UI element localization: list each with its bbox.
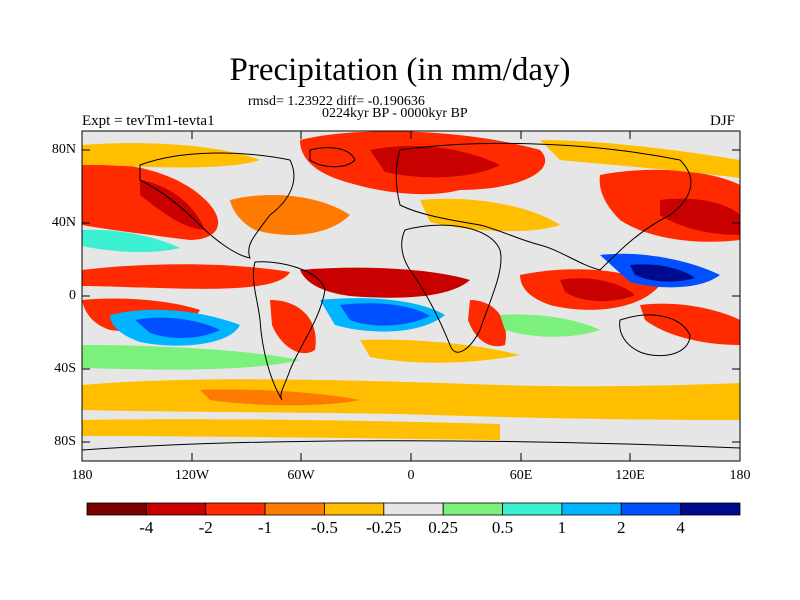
lat-label-40s: 40S [54, 361, 76, 376]
lon-label-120w: 120W [174, 468, 210, 483]
season-label: DJF [710, 113, 736, 129]
colorbar [86, 502, 741, 516]
colorbar-swatch [205, 502, 266, 516]
lat-label-80s: 80S [54, 434, 76, 449]
colorbar-swatch [86, 502, 147, 516]
lon-label-60e: 60E [509, 468, 533, 483]
lon-label-120e: 120E [615, 468, 645, 483]
lon-label-180w: 180 [71, 468, 93, 483]
plot-title: Precipitation (in mm/day) [229, 52, 571, 88]
colorbar-swatch [680, 502, 741, 516]
colorbar-label: -4 [139, 518, 154, 537]
stats-subtitle: rmsd= 1.23922 diff= -0.190636 [248, 94, 425, 109]
colorbar-swatch [264, 502, 325, 516]
lat-label-80n: 80N [51, 142, 76, 157]
lat-label-40n: 40N [51, 215, 76, 230]
colorbar-swatch [324, 502, 385, 516]
colorbar-swatch [145, 502, 207, 516]
colorbar-swatch [620, 502, 682, 516]
colorbar-label: 4 [676, 518, 685, 537]
lon-label-60w: 60W [287, 468, 315, 483]
coastlines [82, 142, 740, 451]
experiment-label: Expt = tevTm1-tevta1 [82, 113, 215, 129]
colorbar-swatch [383, 502, 444, 516]
colorbar-swatch [442, 502, 503, 516]
colorbar-label: -0.5 [310, 518, 338, 537]
colorbar-label: -0.25 [366, 518, 402, 537]
lon-label-0: 0 [407, 468, 415, 483]
colorbar-swatch [561, 502, 622, 516]
colorbar-label: -2 [198, 518, 213, 537]
colorbar-label: 2 [617, 518, 626, 537]
colorbar-label: 0.5 [491, 518, 514, 537]
lat-label-0: 0 [69, 288, 76, 303]
precipitation-field [82, 131, 740, 440]
lon-label-180e: 180 [729, 468, 751, 483]
axis-ticks [81, 131, 741, 461]
colorbar-swatch [502, 502, 563, 516]
period-subtitle: 0224kyr BP - 0000kyr BP [322, 106, 468, 121]
colorbar-label: -1 [257, 518, 273, 537]
colorbar-label: 0.25 [428, 518, 459, 537]
colorbar-label: 1 [557, 518, 567, 537]
